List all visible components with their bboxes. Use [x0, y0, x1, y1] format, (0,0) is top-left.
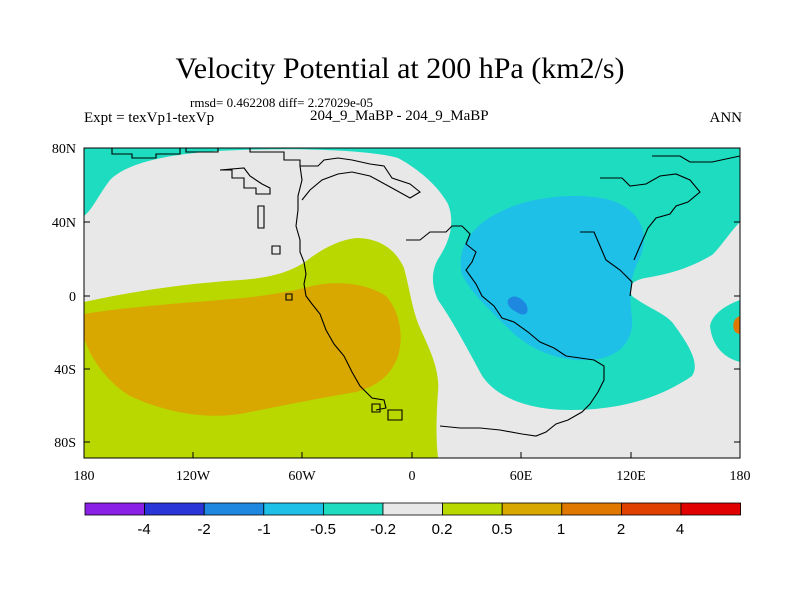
- colorbar-labels: -4 -2 -1 -0.5 -0.2 0.2 0.5 1 2 4: [137, 521, 684, 538]
- lat-label: 40N: [52, 216, 76, 231]
- cases-label: 204_9_MaBP - 204_9_MaBP: [310, 108, 489, 124]
- stats-label: rmsd= 0.462208 diff= 2.27029e-05: [190, 95, 374, 110]
- colorbar-box: [621, 502, 682, 516]
- colorbar: [84, 502, 741, 516]
- lon-label: 180: [74, 469, 95, 484]
- colorbar-box: [144, 502, 205, 516]
- colorbar-box: [84, 502, 145, 516]
- colorbar-label: 2: [617, 521, 625, 538]
- colorbar-box: [561, 502, 622, 516]
- colorbar-box: [680, 502, 741, 516]
- colorbar-box: [322, 502, 384, 516]
- colorbar-box: [442, 502, 503, 516]
- lon-label: 120E: [616, 469, 646, 484]
- colorbar-label: 0.5: [492, 521, 513, 538]
- colorbar-box: [501, 502, 563, 516]
- colorbar-box: [382, 502, 443, 516]
- field-pos-strong-east: [733, 316, 740, 334]
- lat-label: 40S: [54, 363, 76, 378]
- colorbar-label: -2: [197, 521, 210, 538]
- lon-label: 120W: [176, 469, 211, 484]
- colorbar-label: -4: [137, 521, 150, 538]
- colorbar-label: -0.5: [310, 521, 336, 538]
- lon-label: 60E: [510, 469, 533, 484]
- colorbar-label: -0.2: [370, 521, 396, 538]
- field-neg-weak-east: [710, 300, 740, 362]
- colorbar-box: [203, 502, 265, 516]
- colorbar-label: 0.2: [432, 521, 453, 538]
- lat-label: 80N: [52, 142, 76, 157]
- lon-label: 180: [730, 469, 751, 484]
- field-pos-mid: [84, 283, 401, 416]
- lon-label: 0: [409, 469, 416, 484]
- lat-label: 80S: [54, 436, 76, 451]
- continent-outline: [111, 148, 740, 437]
- map-title: Velocity Potential at 200 hPa (km2/s): [175, 52, 625, 85]
- lat-axis: 80N 40N 0 40S 80S: [52, 142, 740, 451]
- season-label: ANN: [709, 110, 743, 126]
- lon-label: 60W: [288, 469, 316, 484]
- colorbar-label: 1: [557, 521, 565, 538]
- colorbar-label: 4: [676, 521, 684, 538]
- contour-fields: [84, 148, 740, 458]
- lon-axis: 180 120W 60W 0 60E 120E 180: [74, 452, 751, 484]
- experiment-label: Expt = texVp1-texVp: [84, 110, 215, 126]
- colorbar-box: [263, 502, 324, 516]
- lat-label: 0: [69, 290, 76, 305]
- field-neg-strong: [507, 296, 528, 315]
- colorbar-label: -1: [257, 521, 270, 538]
